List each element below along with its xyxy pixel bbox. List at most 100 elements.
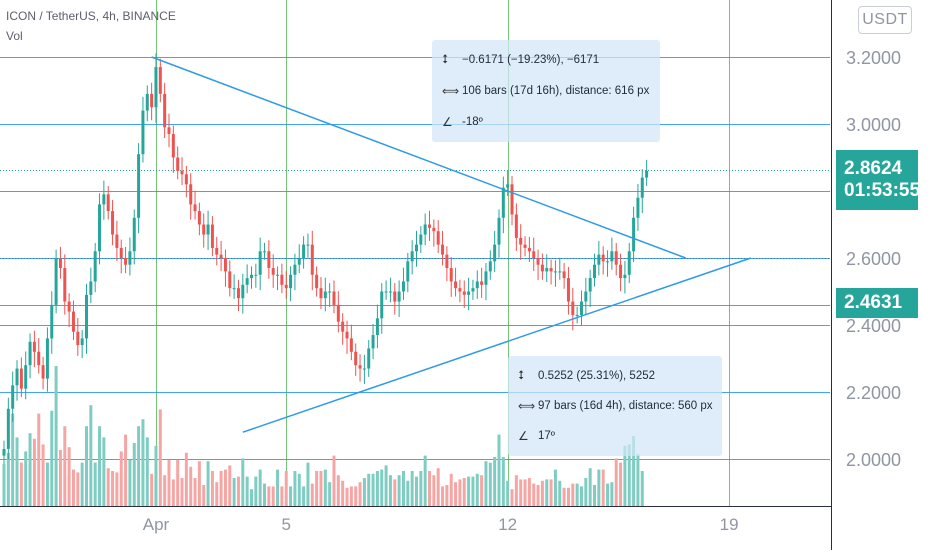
candle-body (254, 274, 258, 276)
volume-bar (89, 405, 93, 506)
volume-bar (458, 479, 462, 506)
candle-body (276, 274, 280, 276)
currency-button[interactable]: USDT (858, 6, 912, 34)
volume-bar (610, 482, 614, 506)
measure-angle: -18º (462, 116, 483, 128)
y-tick-label: 3.0000 (846, 115, 901, 135)
y-tick-label: 3.2000 (846, 48, 901, 68)
candle-body (184, 174, 188, 185)
candle-body (488, 261, 492, 272)
volume-bar (614, 458, 618, 506)
candle-body (210, 224, 214, 248)
volume-bar (471, 476, 475, 506)
volume-bar (562, 487, 566, 506)
volume-bar (84, 426, 88, 506)
candle-body (89, 281, 93, 295)
volume-bar (210, 471, 214, 506)
measure-box-top[interactable]: ⭥ −0.6171 (−19.23%), −6171 ⟺ 106 bars (1… (432, 40, 660, 142)
volume-bar (6, 452, 10, 506)
candle-body (419, 234, 423, 245)
volume-bar (232, 478, 236, 506)
volume-bars (2, 366, 644, 506)
candle-body (549, 268, 553, 272)
volume-bar (380, 469, 384, 506)
candle-body (593, 264, 597, 279)
candle-body (37, 351, 41, 366)
y-tick-label: 2.4000 (846, 316, 901, 336)
volume-bar (2, 464, 6, 506)
volume-bar (71, 469, 75, 506)
candle-body (15, 368, 19, 386)
angle-icon: ∠ (518, 429, 529, 443)
candle-body (54, 258, 58, 305)
volume-bar (454, 482, 458, 506)
volume-bar (549, 479, 553, 506)
volume-bar (106, 468, 110, 506)
volume-bar (467, 476, 471, 506)
candle-body (619, 264, 623, 279)
candle-body (414, 244, 418, 252)
volume-bar (80, 462, 84, 506)
candle-body (171, 134, 175, 158)
price-range-icon: ⭥ (442, 52, 449, 66)
volume-bar (154, 445, 158, 506)
candle-body (601, 254, 605, 262)
volume-bar (141, 419, 145, 506)
candle-body (393, 291, 397, 302)
volume-bar (428, 471, 432, 506)
volume-bar (245, 476, 249, 506)
volume-bar (41, 444, 45, 506)
candle-body (41, 365, 45, 379)
candle-body (506, 184, 510, 188)
volume-bar (362, 478, 366, 506)
candle-body (401, 281, 405, 292)
volume-bar (241, 458, 245, 506)
trendlines (151, 56, 752, 433)
candle-body (532, 251, 536, 258)
candle-body (102, 194, 106, 205)
volume-bar (102, 437, 106, 506)
volume-bar (319, 471, 323, 506)
volume-bar (584, 478, 588, 506)
volume-bar (280, 486, 284, 506)
volume-bar (93, 462, 97, 506)
volume-bar (406, 480, 410, 506)
candle-body (380, 291, 384, 319)
volume-bar (441, 486, 445, 506)
candle-body (76, 331, 80, 346)
candle-body (80, 338, 84, 346)
measure-row-angle: ∠ 17º (518, 429, 555, 443)
volume-bar (58, 450, 62, 506)
candle-body (245, 278, 249, 285)
volume-bar (310, 483, 314, 506)
volume-bar (623, 445, 627, 506)
volume-bar (263, 483, 267, 506)
volume-bar (328, 482, 332, 506)
measure-row-bars: ⟺ 97 bars (16d 4h), distance: 560 px (518, 399, 713, 413)
volume-bar (132, 443, 136, 506)
candle-body (501, 187, 505, 218)
candle-body (111, 211, 115, 235)
trendline (151, 56, 686, 259)
candle-body (232, 288, 236, 290)
y-tick-label: 2.2000 (846, 383, 901, 403)
candle-body (606, 261, 610, 263)
measure-box-bottom[interactable]: ⭥ 0.5252 (25.31%), 5252 ⟺ 97 bars (16d 4… (508, 356, 722, 456)
candle-body (510, 184, 514, 215)
measure-bars-distance: 106 bars (17d 16h), distance: 616 px (462, 85, 650, 97)
candle-body (497, 217, 501, 245)
volume-bar (336, 475, 340, 506)
candle-body (6, 408, 10, 449)
candle-body (362, 368, 366, 370)
candle-body (636, 197, 640, 218)
volume-bar (367, 473, 371, 506)
volume-bar (384, 465, 388, 506)
candle-body (50, 304, 54, 339)
candle-body (575, 314, 579, 316)
volume-bar (632, 436, 636, 506)
candle-body (19, 368, 23, 389)
candle-body (471, 288, 475, 292)
volume-bar (184, 452, 188, 506)
